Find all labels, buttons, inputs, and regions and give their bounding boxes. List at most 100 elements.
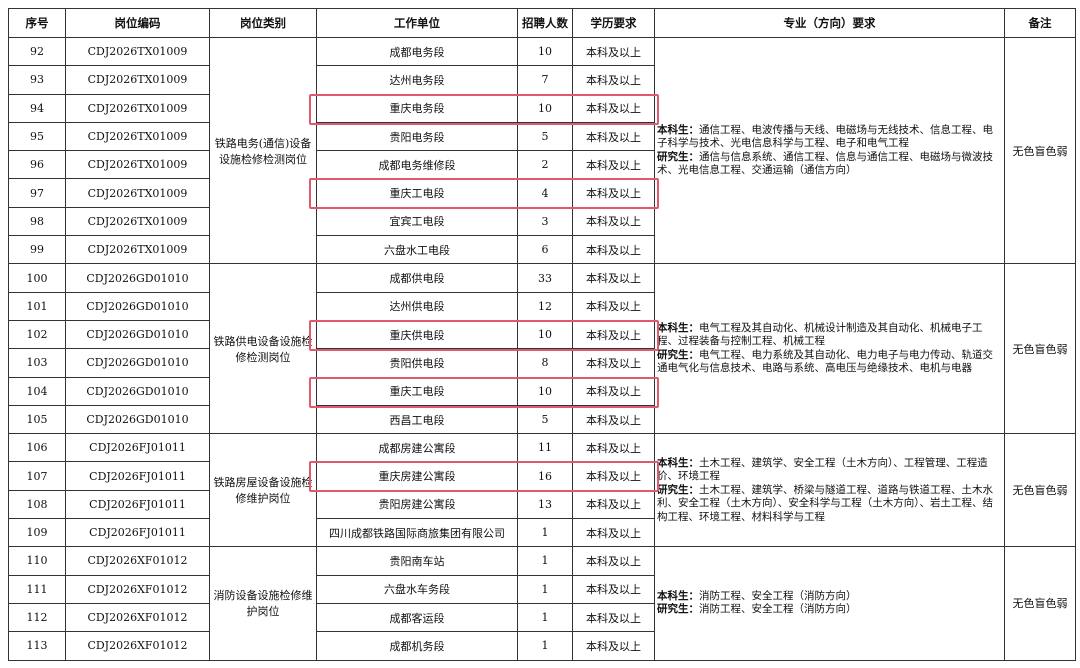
recruit-count: 1 xyxy=(517,602,573,633)
row-number: 112 xyxy=(8,602,66,633)
work-unit: 宜宾工电段 xyxy=(316,206,518,237)
row-number: 98 xyxy=(8,206,66,237)
work-unit-text: 重庆工电段 xyxy=(389,187,445,201)
postgrad-specialties: 消防工程、安全工程（消防方向） xyxy=(699,603,857,616)
position-code: CDJ2026GD01010 xyxy=(65,376,210,406)
recruit-count: 1 xyxy=(517,518,573,548)
position-code: CDJ2026FJ01011 xyxy=(65,433,210,463)
work-unit: 贵阳房建公寓段 xyxy=(316,489,518,520)
recruit-count: 5 xyxy=(517,404,573,435)
work-unit-text: 贵阳供电段 xyxy=(389,356,445,370)
position-code: CDJ2026TX01009 xyxy=(65,93,210,123)
work-unit-text: 贵阳南车站 xyxy=(389,554,445,568)
position-category: 铁路供电设备设施检修检测岗位 xyxy=(209,263,317,435)
position-code: CDJ2026XF01012 xyxy=(65,546,210,576)
recruit-count: 13 xyxy=(517,489,573,520)
position-code: CDJ2026TX01009 xyxy=(65,150,210,180)
table-row: 112 CDJ2026XF01012 成都客运段 1 本科及以上 xyxy=(8,602,1076,633)
education-requirement: 本科及以上 xyxy=(572,631,655,661)
table-row: 99 CDJ2026TX01009 六盘水工电段 6 本科及以上 xyxy=(8,235,1076,265)
undergrad-specialties: 通信工程、电波传播与天线、电磁场与无线技术、信息工程、电子科学与技术、光电信息科… xyxy=(657,123,993,150)
education-requirement: 本科及以上 xyxy=(572,263,655,293)
work-unit-text: 四川成都铁路国际商旅集团有限公司 xyxy=(329,526,505,540)
work-unit-text: 贵阳电务段 xyxy=(389,130,445,144)
work-unit: 重庆工电段 xyxy=(309,376,659,408)
row-number: 92 xyxy=(8,36,66,67)
recruit-count: 5 xyxy=(517,121,573,152)
row-number: 108 xyxy=(8,489,66,520)
recruitment-table: 序号 岗位编码 岗位类别 工作单位 招聘人数 学历要求 专业（方向）要求 备注 … xyxy=(8,8,1076,661)
work-unit-text: 西昌工电段 xyxy=(389,413,445,427)
recruit-count: 4 xyxy=(517,178,573,208)
work-unit-text: 贵阳房建公寓段 xyxy=(378,498,456,512)
table-row: 97 CDJ2026TX01009 重庆工电段 4 本科及以上 xyxy=(8,178,1076,210)
specialty-requirement: 本科生：消防工程、安全工程（消防方向） 研究生：消防工程、安全工程（消防方向） xyxy=(654,546,1005,661)
work-unit: 成都电务维修段 xyxy=(316,150,518,180)
recruit-count: 3 xyxy=(517,206,573,237)
recruit-count: 1 xyxy=(517,574,573,604)
table-row: 93 CDJ2026TX01009 达州电务段 7 本科及以上 xyxy=(8,65,1076,95)
work-unit-text: 成都机务段 xyxy=(389,639,445,653)
row-number: 93 xyxy=(8,65,66,95)
row-number: 99 xyxy=(8,235,66,265)
position-code: CDJ2026TX01009 xyxy=(65,36,210,67)
position-category: 消防设备设施检修维护岗位 xyxy=(209,546,317,661)
education-requirement: 本科及以上 xyxy=(572,291,655,321)
work-unit-text: 成都电务段 xyxy=(389,45,445,59)
row-number: 95 xyxy=(8,121,66,152)
position-code: CDJ2026GD01010 xyxy=(65,348,210,378)
recruit-count: 16 xyxy=(517,461,573,491)
recruit-count: 2 xyxy=(517,150,573,180)
recruit-count: 7 xyxy=(517,65,573,95)
education-requirement: 本科及以上 xyxy=(572,546,655,576)
row-number: 113 xyxy=(8,631,66,661)
note: 无色盲色弱 xyxy=(1004,546,1076,661)
work-unit-text: 重庆工电段 xyxy=(389,385,445,399)
recruit-count: 11 xyxy=(517,433,573,463)
education-requirement: 本科及以上 xyxy=(572,348,655,378)
recruit-count: 33 xyxy=(517,263,573,293)
table-row: 113 CDJ2026XF01012 成都机务段 1 本科及以上 xyxy=(8,631,1076,661)
table-row: 109 CDJ2026FJ01011 四川成都铁路国际商旅集团有限公司 1 本科及以上 xyxy=(8,518,1076,548)
education-requirement: 本科及以上 xyxy=(572,93,655,123)
table-row: 101 CDJ2026GD01010 达州供电段 12 本科及以上 xyxy=(8,291,1076,321)
row-number: 100 xyxy=(8,263,66,293)
work-unit: 六盘水工电段 xyxy=(316,235,518,265)
education-requirement: 本科及以上 xyxy=(572,433,655,463)
specialty-requirement: 本科生：电气工程及其自动化、机械设计制造及其自动化、机械电子工程、过程装备与控制… xyxy=(654,263,1005,435)
work-unit-text: 宜宾工电段 xyxy=(389,215,445,229)
undergrad-label: 本科生： xyxy=(657,321,699,334)
row-number: 94 xyxy=(8,93,66,123)
work-unit: 贵阳电务段 xyxy=(316,121,518,152)
note: 无色盲色弱 xyxy=(1004,36,1076,265)
header-unit: 工作单位 xyxy=(316,8,518,38)
education-requirement: 本科及以上 xyxy=(572,489,655,520)
postgrad-specialties: 土木工程、建筑学、桥梁与隧道工程、道路与铁道工程、土木水利、安全工程（土木方向）… xyxy=(657,483,993,523)
table-row: 105 CDJ2026GD01010 西昌工电段 5 本科及以上 xyxy=(8,404,1076,435)
education-requirement: 本科及以上 xyxy=(572,121,655,152)
recruit-count: 10 xyxy=(517,36,573,67)
postgrad-specialties: 通信与信息系统、通信工程、信息与通信工程、电磁场与微波技术、光电信息工程、交通运… xyxy=(657,150,993,177)
work-unit: 重庆房建公寓段 xyxy=(309,461,659,493)
work-unit-text: 成都供电段 xyxy=(389,272,445,286)
education-requirement: 本科及以上 xyxy=(572,36,655,67)
position-code: CDJ2026TX01009 xyxy=(65,178,210,208)
table-row: 110 CDJ2026XF01012 消防设备设施检修维护岗位 贵阳南车站 1 本科及以上… xyxy=(8,546,1076,661)
header-specialty: 专业（方向）要求 xyxy=(654,8,1005,38)
recruit-count: 12 xyxy=(517,291,573,321)
position-category: 铁路电务(通信)设备设施检修检测岗位 xyxy=(209,36,317,265)
undergrad-label: 本科生： xyxy=(657,123,699,136)
recruit-count: 10 xyxy=(517,319,573,350)
header-category: 岗位类别 xyxy=(209,8,317,38)
table-row: 96 CDJ2026TX01009 成都电务维修段 2 本科及以上 xyxy=(8,150,1076,180)
position-code: CDJ2026GD01010 xyxy=(65,291,210,321)
work-unit: 成都电务段 xyxy=(316,36,518,67)
recruit-count: 1 xyxy=(517,631,573,661)
row-number: 105 xyxy=(8,404,66,435)
row-number: 101 xyxy=(8,291,66,321)
postgrad-label: 研究生： xyxy=(657,348,699,361)
position-code: CDJ2026XF01012 xyxy=(65,631,210,661)
row-number: 96 xyxy=(8,150,66,180)
education-requirement: 本科及以上 xyxy=(572,150,655,180)
work-unit-text: 达州电务段 xyxy=(389,73,445,87)
